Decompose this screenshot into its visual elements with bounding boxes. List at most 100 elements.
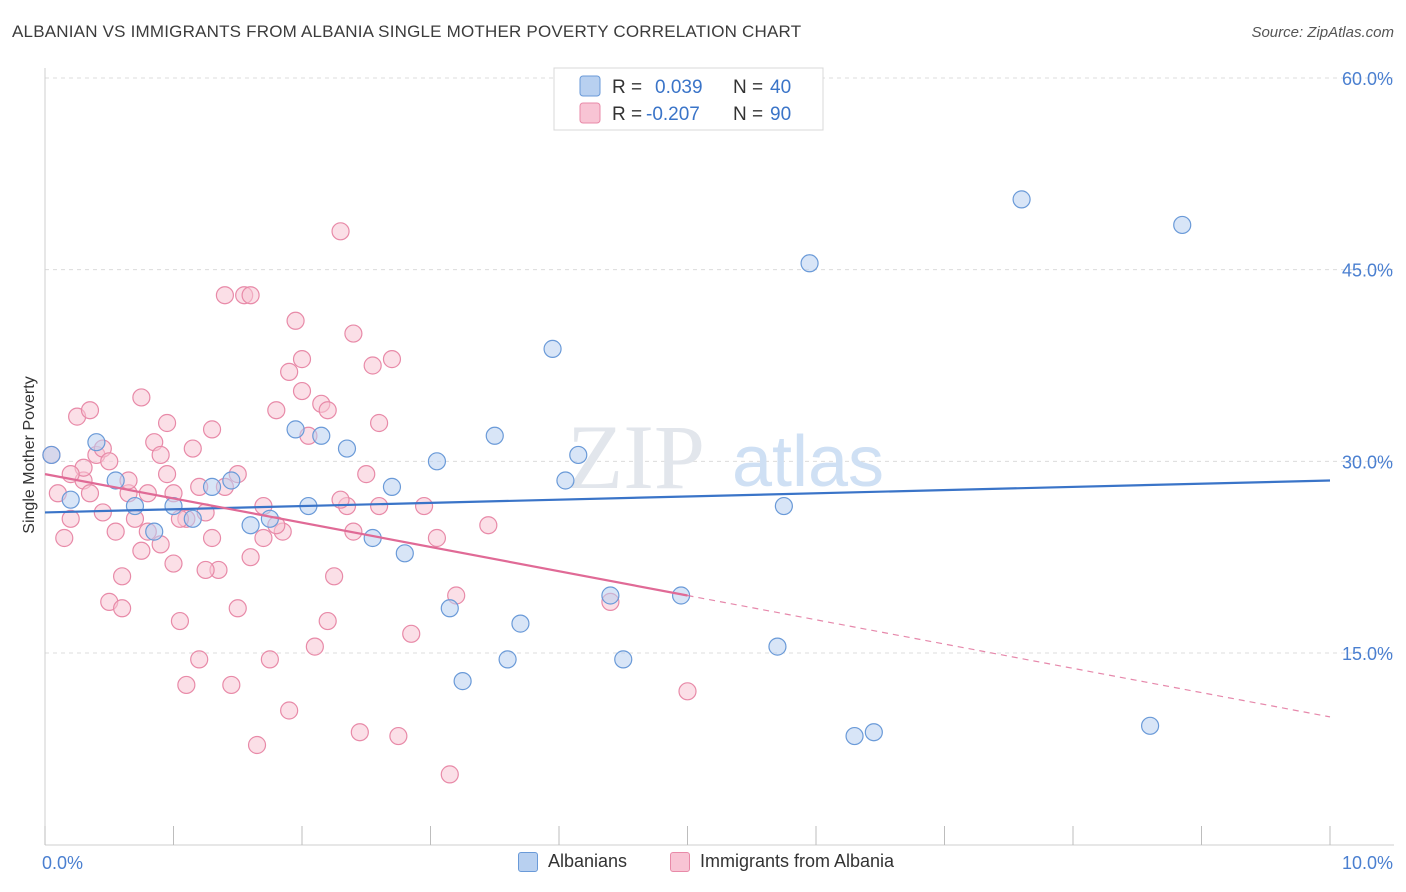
immigrants-point (112, 567, 132, 586)
immigrants-point (190, 650, 209, 669)
immigrants-point (280, 362, 299, 381)
legend-r-value-albanians: 0.039 (655, 77, 703, 98)
immigrants-point (132, 388, 151, 407)
albanians-point (1173, 215, 1192, 235)
watermark: ZIP atlas (567, 406, 884, 508)
series-immigrants-points (42, 222, 697, 784)
immigrants-point (389, 726, 408, 746)
immigrants-point (427, 528, 447, 548)
trend-lines (44, 473, 1331, 718)
albanians-point (286, 420, 305, 439)
top-legend: R = 0.039 N = 40 R = -0.207 N = 90 (553, 67, 824, 131)
bottom-legend: Albanians Immigrants from Albania (0, 851, 1406, 879)
immigrants-point (215, 286, 234, 305)
albanians-point (427, 452, 447, 471)
legend-r-value-immigrants: -0.207 (646, 104, 700, 125)
immigrants-point (106, 522, 125, 541)
albanians-point (485, 426, 504, 445)
immigrants-point (318, 401, 337, 420)
albanians-point (337, 439, 357, 458)
immigrants-point (318, 611, 337, 631)
albanians-point (440, 599, 459, 618)
albanians-point (222, 471, 241, 490)
immigrants-point (55, 528, 74, 548)
immigrants-point (678, 682, 697, 701)
immigrants-point (280, 701, 299, 720)
albanians-point (1012, 190, 1031, 209)
legend-r-label-albanians: R = (612, 77, 642, 98)
axes (44, 68, 1394, 846)
immigrants-point (80, 401, 100, 420)
y-tick-label: 15.0% (1342, 644, 1393, 664)
albanians-point (87, 433, 106, 452)
immigrants-point (292, 350, 312, 369)
immigrants-point (331, 222, 350, 241)
y-tick-label: 30.0% (1342, 452, 1393, 472)
albanians-point (395, 544, 414, 563)
albanians-point (864, 723, 883, 742)
albanians-point (241, 516, 260, 535)
immigrants-point (100, 452, 119, 471)
bottom-legend-label-albanians: Albanians (548, 851, 628, 871)
albanians-point (106, 471, 125, 490)
immigrants-point (241, 548, 260, 567)
legend-n-label-immigrants: N = (733, 104, 763, 125)
immigrants-point (170, 611, 190, 631)
immigrants-point (61, 509, 80, 528)
immigrants-point (440, 765, 459, 784)
immigrants-point (254, 528, 273, 548)
immigrants-point (357, 465, 376, 484)
bottom-legend-item-albanians: Albanians (518, 851, 627, 872)
immigrants-point (202, 420, 222, 439)
legend-n-value-immigrants: 90 (770, 104, 791, 125)
albanians-point (614, 650, 633, 669)
albanians-point (800, 254, 819, 273)
albanians-point (202, 477, 222, 496)
albanians-point (125, 496, 145, 516)
bottom-legend-swatch-albanians (518, 851, 538, 872)
immigrants-point (370, 496, 389, 516)
immigrants-point (363, 356, 382, 375)
watermark-atlas: atlas (732, 422, 884, 502)
chart-source: Source: ZipAtlas.com (1251, 24, 1394, 41)
albanians-point (312, 426, 331, 445)
tick-labels: 15.0% 30.0% 45.0% 60.0% 0.0% 10.0% (42, 69, 1393, 873)
legend-r-label-immigrants: R = (612, 104, 642, 125)
immigrants-point (370, 413, 389, 433)
legend-swatch-immigrants (579, 102, 601, 124)
immigrants-point (202, 528, 222, 548)
immigrants-point (241, 286, 260, 305)
albanians-point (543, 339, 562, 358)
legend-swatch-albanians (579, 75, 601, 97)
immigrants-trend-line (44, 473, 688, 597)
watermark-zip: ZIP (567, 406, 705, 508)
immigrants-point (93, 503, 112, 522)
y-tick-labels: 15.0% 30.0% 45.0% 60.0% (1342, 69, 1393, 664)
albanians-point (42, 445, 61, 465)
immigrants-point (157, 465, 177, 484)
albanians-point (601, 586, 620, 605)
immigrants-point (228, 599, 247, 618)
immigrants-point (132, 541, 151, 560)
albanians-point (774, 496, 793, 516)
bottom-legend-item-immigrants: Immigrants from Albania (670, 851, 894, 872)
x-tick-label: 0.0% (42, 853, 83, 873)
immigrants-point (292, 381, 312, 401)
immigrants-point (382, 350, 402, 369)
immigrants-point (286, 311, 305, 330)
y-tick-label: 45.0% (1342, 261, 1393, 281)
immigrants-point (183, 439, 202, 458)
immigrants-point (247, 735, 267, 755)
chart-title: ALBANIAN VS IMMIGRANTS FROM ALBANIA SING… (12, 22, 802, 41)
immigrants-point (414, 496, 434, 516)
immigrants-point (402, 624, 421, 643)
legend-n-value-albanians: 40 (770, 77, 791, 98)
albanians-point (511, 614, 530, 633)
immigrants-point (177, 675, 196, 695)
immigrants-point (260, 650, 279, 669)
immigrants-point (305, 637, 324, 656)
albanians-point (498, 650, 517, 669)
immigrants-point (267, 401, 286, 420)
immigrants-point (350, 723, 369, 742)
